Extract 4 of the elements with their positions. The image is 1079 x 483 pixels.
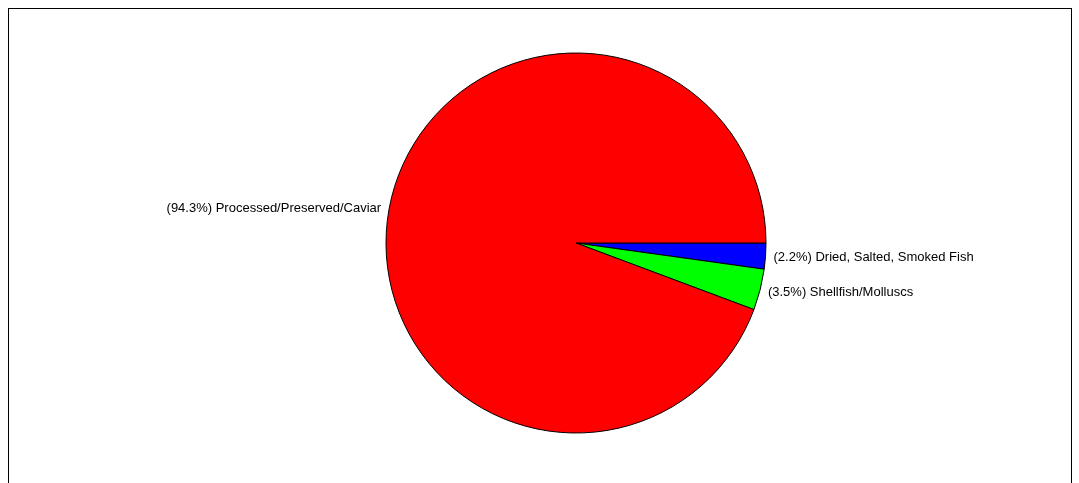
pie-slice bbox=[385, 52, 767, 434]
slice-label: (3.5%) Shellfish/Molluscs bbox=[767, 284, 914, 300]
slice-label: (94.3%) Processed/Preserved/Caviar bbox=[166, 200, 382, 216]
slice-label: (2.2%) Dried, Salted, Smoked Fish bbox=[773, 249, 974, 265]
